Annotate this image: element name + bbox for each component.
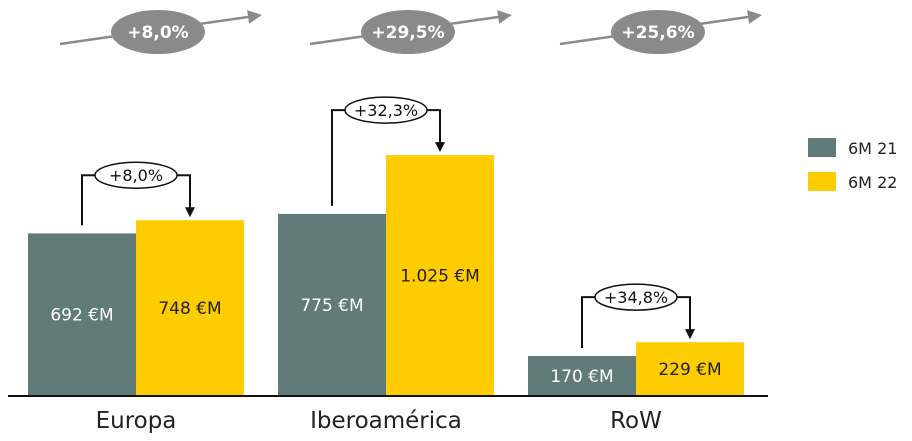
growth-oval: [344, 96, 428, 124]
bar-value-label: 170 €M: [550, 367, 613, 387]
category-label: Europa: [96, 408, 177, 434]
bar-6m21-2: [528, 356, 636, 396]
growth-label: +34,8%: [604, 288, 668, 307]
bar-value-label: 229 €M: [658, 360, 721, 380]
top-badge-label: +25,6%: [621, 23, 694, 43]
bar-value-label: 748 €M: [158, 299, 221, 319]
legend: 6M 21 6M 22: [808, 138, 897, 192]
legend-swatch: [808, 138, 836, 157]
bar-6m21-1: [278, 213, 386, 396]
top-badge: [611, 10, 705, 54]
top-badge-label: +29,5%: [371, 23, 444, 43]
bar-6m22-1: [386, 155, 494, 396]
category-label: Iberoamérica: [310, 408, 462, 434]
bars-group: 692 €M 748 €M 775 €M 1.025 €M 170 €M 229 €M: [28, 155, 744, 396]
bar-value-label: 692 €M: [50, 306, 113, 326]
legend-swatch: [808, 172, 836, 191]
growth-label: +32,3%: [354, 101, 418, 120]
legend-label: 6M 22: [848, 173, 897, 192]
category-labels: Europa Iberoamérica RoW: [96, 408, 662, 434]
bar-value-label: 1.025 €M: [400, 267, 480, 287]
top-growth-badges: +8,0% +29,5% +25,6%: [59, 10, 762, 54]
growth-label: +8,0%: [109, 166, 163, 185]
top-badge-label: +8,0%: [127, 23, 188, 43]
legend-label: 6M 21: [848, 139, 897, 158]
growth-annotations: +8,0% +32,3% +34,8%: [81, 96, 695, 349]
category-label: RoW: [610, 408, 662, 434]
top-badge: [111, 10, 205, 54]
bar-6m22-2: [636, 342, 744, 396]
bar-value-label: 775 €M: [300, 296, 363, 316]
bar-6m21-0: [28, 233, 136, 396]
growth-oval: [594, 283, 678, 311]
top-badge: [361, 10, 455, 54]
growth-oval: [94, 161, 178, 189]
bar-6m22-0: [136, 220, 244, 396]
